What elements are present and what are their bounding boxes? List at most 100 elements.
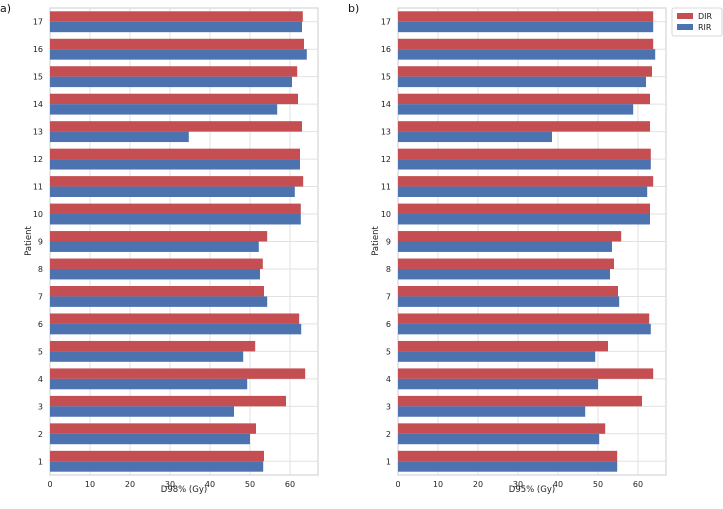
panel-a-x-tick-label: 50 (245, 480, 255, 489)
panel-a-x-tick-label: 30 (165, 480, 175, 489)
panel-b-bar-dir-patient-9 (398, 231, 622, 242)
panel-b-bar-rir-patient-8 (398, 268, 610, 280)
panel-b-bar-rir-patient-6 (398, 323, 651, 335)
panel-a-y-tick-label: 11 (33, 183, 43, 192)
legend-label-rir: RIR (698, 23, 712, 32)
panel-a-x-ticks: 0 10 20 30 40 50 60 (47, 480, 295, 489)
panel-b-bar-dir-patient-8 (398, 258, 614, 269)
panel-a-y-tick-label: 17 (33, 18, 43, 27)
legend-swatch-rir (677, 24, 693, 30)
panel-b-x-ticks: 0 10 20 30 40 50 60 (395, 480, 643, 489)
panel-a-x-tick-label: 10 (85, 480, 95, 489)
panel-a-bar-dir-patient-10 (50, 203, 301, 215)
panel-a-bar-rir-patient-10 (50, 214, 301, 225)
panel-a-bar-rir-patient-12 (50, 159, 300, 170)
panel-a-y-tick-label: 14 (33, 100, 43, 109)
panel-b-y-tick-label: 1 (386, 457, 391, 466)
panel-a-x-tick-label: 0 (47, 480, 52, 489)
panel-b-y-tick-label: 5 (386, 347, 391, 356)
panel-a-y-tick-label: 2 (38, 430, 43, 439)
panel-b-bar-rir-patient-12 (398, 159, 651, 170)
panel-a-bar-rir-patient-17 (50, 21, 302, 33)
panel-b-x-tick-label: 60 (633, 480, 643, 489)
panel-b-bar-dir-patient-12 (398, 148, 651, 160)
panel-b-bar-rir-patient-14 (398, 104, 634, 115)
panel-a-bar-dir-patient-1 (50, 450, 264, 462)
panel-b-bar-dir-patient-17 (398, 11, 654, 22)
legend-label-dir: DIR (698, 12, 713, 21)
panel-b-y-tick-label: 15 (381, 73, 391, 82)
panel-b-bar-dir-patient-7 (398, 286, 618, 297)
panel-a-y-tick-label: 16 (33, 45, 43, 54)
panel-a-bar-rir-patient-4 (50, 378, 248, 390)
panel-a-bar-dir-patient-16 (50, 38, 304, 50)
panel-a-bar-rir-patient-6 (50, 323, 302, 335)
panel-a-bar-rir-patient-14 (50, 104, 278, 115)
panel-a-y-tick-label: 10 (33, 210, 43, 219)
panel-b-bar-rir-patient-2 (398, 433, 600, 445)
panel-a-bar-dir-patient-7 (50, 286, 264, 297)
panel-a-bar-dir-patient-9 (50, 231, 268, 242)
panel-b-y-tick-label: 16 (381, 45, 391, 54)
panel-b-label: b) (348, 2, 359, 15)
panel-b-bar-dir-patient-13 (398, 121, 650, 132)
panel-b-bar-dir-patient-6 (398, 313, 650, 324)
panel-a-label: a) (0, 2, 11, 15)
panel-a-bar-rir-patient-5 (50, 351, 244, 362)
panel-b-x-tick-label: 50 (593, 480, 603, 489)
panel-a-bar-rir-patient-2 (50, 433, 250, 445)
panel-b-x-tick-label: 10 (433, 480, 443, 489)
panel-a-x-axis-label: D98% (Gy) (161, 485, 207, 495)
panel-a-bar-dir-patient-14 (50, 93, 298, 105)
panel-b-x-tick-label: 0 (395, 480, 400, 489)
panel-b-bar-rir-patient-3 (398, 406, 586, 417)
panel-b-x-tick-label: 20 (473, 480, 483, 489)
panel-a-bar-rir-patient-13 (50, 131, 189, 143)
panel-a-bar-rir-patient-3 (50, 406, 234, 417)
legend-box (671, 7, 723, 37)
panel-b-y-tick-label: 11 (381, 183, 391, 192)
panel-a-bar-dir-patient-11 (50, 176, 304, 187)
panel-b-y-tick-label: 14 (381, 100, 391, 109)
panel-a-bars (50, 11, 307, 472)
panel-a-bar-rir-patient-9 (50, 241, 259, 252)
panel-a-y-axis-label: Patient (24, 226, 34, 256)
panel-b-bar-rir-patient-5 (398, 351, 596, 362)
panel-a: a) 0 10 20 30 40 50 60 12345678910111213141516… (0, 2, 319, 495)
panel-a-bar-rir-patient-15 (50, 76, 292, 88)
panel-a-bar-dir-patient-4 (50, 368, 306, 379)
panel-a-y-tick-label: 9 (38, 238, 43, 247)
panel-b-bar-rir-patient-13 (398, 131, 552, 143)
panel-b: b) 0 10 20 30 40 50 60 12345678910111213141516… (348, 2, 723, 495)
panel-b-bar-dir-patient-5 (398, 340, 608, 352)
panel-a-bar-dir-patient-13 (50, 121, 302, 132)
panel-a-bar-rir-patient-7 (50, 296, 268, 307)
panel-a-y-tick-label: 13 (33, 128, 43, 137)
panel-b-x-tick-label: 30 (513, 480, 523, 489)
panel-a-y-tick-label: 5 (38, 347, 43, 356)
panel-b-bar-rir-patient-9 (398, 241, 612, 252)
panel-a-bar-dir-patient-6 (50, 313, 300, 324)
panel-a-bar-dir-patient-2 (50, 423, 256, 434)
panel-b-bar-rir-patient-11 (398, 186, 648, 197)
panel-a-y-tick-label: 6 (38, 320, 43, 329)
panel-b-bar-dir-patient-1 (398, 450, 618, 462)
panel-b-bar-rir-patient-1 (398, 461, 618, 472)
panel-b-y-tick-label: 12 (381, 155, 391, 164)
panel-a-x-tick-label: 20 (125, 480, 135, 489)
panel-b-bar-dir-patient-15 (398, 66, 652, 77)
panel-a-x-tick-label: 60 (285, 480, 295, 489)
panel-b-bar-rir-patient-16 (398, 49, 656, 60)
panel-b-bar-dir-patient-11 (398, 176, 654, 187)
panel-a-y-tick-label: 1 (38, 457, 43, 466)
panel-b-y-tick-label: 9 (386, 238, 391, 247)
panel-b-y-tick-label: 2 (386, 430, 391, 439)
panel-a-bar-dir-patient-3 (50, 395, 286, 407)
panel-b-y-tick-label: 10 (381, 210, 391, 219)
panel-a-y-tick-label: 7 (38, 292, 43, 301)
panel-a-bar-rir-patient-16 (50, 49, 307, 60)
panel-b-x-axis-label: D95% (Gy) (509, 485, 555, 495)
